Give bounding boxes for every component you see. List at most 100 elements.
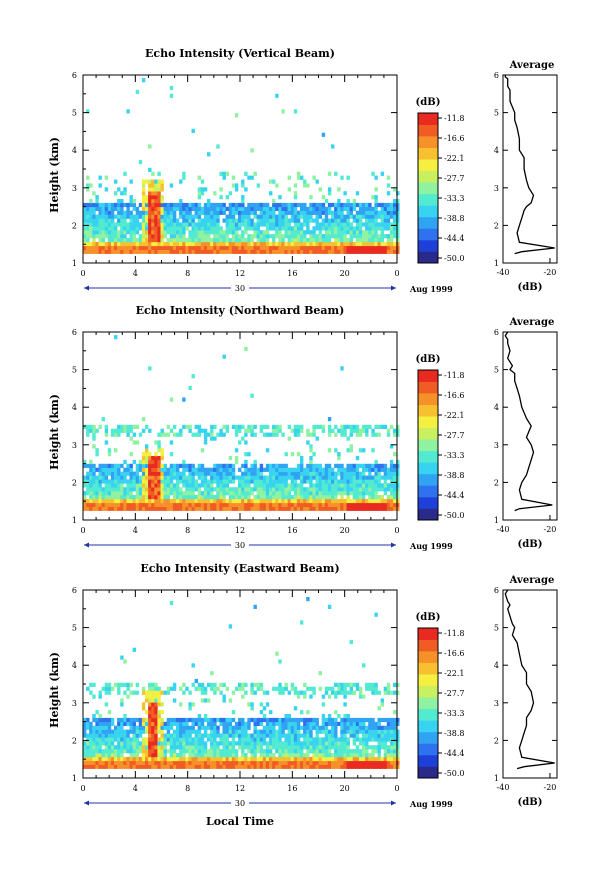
echo-cell [241,249,245,254]
echo-cell [114,230,118,235]
echo-cell [151,234,155,239]
echo-cell [197,175,202,180]
echo-cell [380,249,384,254]
echo-cell [290,238,295,243]
echo-cell [110,230,115,235]
echo-cell [210,491,214,496]
echo-cell [231,238,236,243]
echo-cell [225,717,229,723]
echo-cell [368,733,372,738]
echo-cell [157,432,161,437]
echo-cell [371,234,375,239]
echo-cell [296,764,301,769]
echo-cell [154,245,158,250]
echo-cell [145,483,149,488]
echo-cell [324,487,329,492]
echo-cell [188,487,192,492]
echo-cell [365,222,369,227]
echo-cell [110,495,115,500]
echo-cell [355,686,360,691]
echo-cell [160,218,164,223]
echo-cell [327,424,332,429]
echo-cell [269,760,273,765]
echo-cell [126,471,130,476]
echo-cell [386,222,391,227]
echo-cell [300,487,304,492]
echo-cell [269,222,273,227]
echo-cell [253,171,257,176]
echo-cell [110,218,115,223]
profile-x-tick-label: -20 [544,783,557,792]
echo-cell [241,222,245,227]
echo-cell [194,745,198,750]
echo-cell [389,424,394,429]
echo-cell [207,230,211,235]
echo-cell [281,214,285,219]
echo-cell [337,230,341,235]
echo-cell [389,444,394,449]
echo-cell [163,506,167,511]
echo-cell [355,502,360,507]
echo-cell [250,498,254,504]
echo-cell [89,725,93,730]
echo-cell [98,226,102,231]
echo-cell [160,749,164,754]
echo-cell [293,756,298,762]
echo-cell [315,733,319,738]
echo-cell [278,245,282,250]
echo-cell [145,479,149,484]
echo-cell [123,467,127,472]
echo-cell [386,686,391,691]
echo-cell [355,230,360,235]
echo-cell [98,714,102,719]
echo-cell [281,749,285,754]
echo-cell [110,756,115,762]
echo-cell [241,764,245,769]
echo-cell [377,222,381,227]
echo-cell [92,749,96,754]
echo-cell [365,760,369,765]
echo-cell [95,745,99,750]
echo-cell [374,187,378,192]
echo-cell [160,756,164,762]
date-day-bg [231,282,249,291]
echo-cell [231,760,236,765]
echo-cell [194,686,198,691]
echo-cell [358,506,363,511]
echo-cell [213,214,217,219]
echo-cell [151,714,155,719]
echo-cell [368,479,372,484]
echo-cell [238,245,242,250]
echo-cell [306,756,310,762]
echo-cell [287,760,291,765]
echo-cell [287,721,291,726]
echo-cell [166,725,171,730]
colorbar-tick-label: -11.8 [444,629,465,638]
echo-cell [222,463,226,468]
echo-cell [327,729,332,734]
echo-cell [228,756,233,762]
colorbar-frame [417,369,439,521]
echo-cell [389,238,394,243]
echo-cell [135,745,140,750]
echo-cell [197,737,202,742]
echo-cell [383,471,388,476]
echo-cell [154,733,158,738]
y-axis-label: Height (km) [48,394,61,470]
echo-cell [234,498,239,504]
echo-cell [306,721,310,726]
colorbar-swatch [418,124,438,137]
echo-cell [272,202,276,208]
echo-cell [101,249,105,254]
echo-cell [324,483,329,488]
echo-cell [340,234,344,239]
echo-cell [250,467,254,472]
echo-cell [244,428,248,433]
echo-cell [256,471,260,476]
echo-cell [250,741,254,746]
echo-cell [324,498,329,504]
echo-cell [231,226,236,231]
echo-cell [222,745,226,750]
echo-cell [110,475,115,480]
echo-cell [374,690,378,695]
